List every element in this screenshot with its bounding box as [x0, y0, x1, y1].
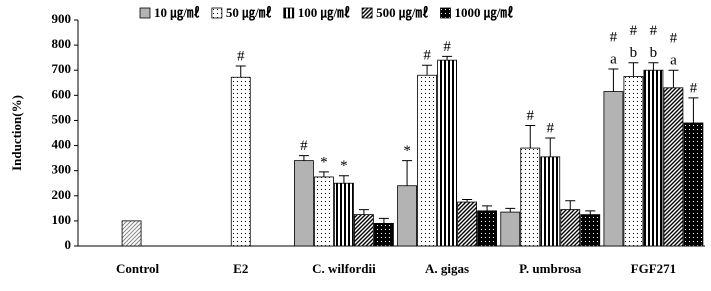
- bar: [540, 156, 561, 247]
- y-axis-label: Induction(%): [9, 95, 24, 171]
- x-tick-label: FGF271: [631, 261, 677, 276]
- annotation: #: [443, 39, 451, 55]
- y-tick-label: 600: [52, 86, 72, 101]
- bar: [623, 76, 644, 247]
- error-bar: [318, 171, 329, 177]
- annotation: #: [630, 23, 638, 39]
- error-bar: [565, 200, 576, 210]
- annotation: #: [650, 23, 658, 39]
- error-bar: [668, 69, 679, 88]
- error-bar: [505, 207, 516, 213]
- error-bar: [442, 55, 453, 61]
- error-bar: [422, 64, 433, 76]
- annotation: *: [320, 154, 328, 170]
- bar: [500, 211, 521, 247]
- bar: [417, 74, 437, 247]
- legend-label: 500 ㎍/㎖: [376, 5, 428, 22]
- annotation: a: [610, 51, 617, 67]
- y-tick-label: 700: [52, 61, 72, 76]
- x-tick-label: E2: [233, 261, 248, 276]
- bar: [560, 209, 581, 247]
- y-tick-label: 0: [65, 237, 72, 252]
- bar: [314, 176, 334, 247]
- annotation: *: [340, 158, 348, 174]
- error-bar: [378, 217, 389, 224]
- legend-swatch: [283, 7, 295, 19]
- x-tick-label: A. gigas: [425, 261, 469, 276]
- legend-label: 50 ㎍/㎖: [226, 5, 272, 22]
- error-bar: [585, 210, 596, 215]
- annotation: #: [527, 108, 535, 124]
- bar: [374, 222, 394, 247]
- error-bar: [462, 199, 473, 203]
- bar: [457, 201, 477, 247]
- bar: [663, 87, 684, 247]
- x-tick-label: P. umbrosa: [519, 261, 582, 276]
- y-tick-label: 100: [52, 212, 72, 227]
- y-tick-label: 200: [52, 187, 72, 202]
- bar: [230, 76, 251, 247]
- legend-label: 1000 ㎍/㎖: [455, 5, 514, 22]
- legend-swatch: [211, 7, 223, 19]
- y-tick-label: 400: [52, 137, 72, 152]
- annotation: a: [670, 53, 677, 69]
- bar: [121, 220, 142, 247]
- x-tick-label: C. wilfordii: [312, 261, 376, 276]
- legend-label: 100 ㎍/㎖: [298, 5, 350, 22]
- y-tick-label: 800: [52, 36, 72, 51]
- error-bar: [298, 155, 309, 161]
- error-bar: [482, 205, 493, 211]
- bar: [643, 69, 664, 247]
- legend-label: 10 ㎍/㎖: [154, 5, 200, 22]
- bar: [603, 91, 624, 247]
- error-bar: [235, 65, 246, 78]
- legend-swatch: [440, 7, 451, 19]
- annotation: #: [670, 31, 678, 47]
- bar: [683, 122, 704, 247]
- error-bar: [545, 137, 556, 157]
- y-tick-label: 500: [52, 111, 72, 126]
- bar: [294, 160, 314, 247]
- bar: [520, 147, 541, 247]
- y-tick-label: 300: [52, 162, 72, 177]
- annotation: #: [690, 80, 698, 96]
- error-bar: [338, 175, 349, 184]
- legend-swatch: [139, 7, 151, 19]
- bar: [354, 214, 374, 247]
- error-bar: [608, 68, 619, 92]
- error-bar: [688, 97, 699, 123]
- error-bar: [358, 209, 369, 215]
- annotation: b: [650, 45, 658, 61]
- annotation: #: [610, 29, 618, 45]
- x-tick-label: Control: [116, 261, 159, 276]
- error-bar: [525, 124, 536, 149]
- y-tick-label: 900: [52, 11, 72, 26]
- bar: [437, 59, 457, 247]
- annotation: *: [403, 143, 411, 159]
- annotation: #: [237, 48, 245, 64]
- annotation: b: [630, 45, 638, 61]
- error-bar: [628, 62, 639, 77]
- error-bar: [648, 62, 659, 71]
- bar: [580, 214, 601, 247]
- bar: [334, 182, 354, 247]
- annotation: #: [423, 48, 431, 64]
- bar: [397, 185, 417, 247]
- legend-swatch: [361, 7, 373, 19]
- bar: [477, 210, 497, 247]
- annotation: #: [547, 120, 555, 136]
- annotation: #: [300, 138, 308, 154]
- error-bar: [402, 160, 413, 186]
